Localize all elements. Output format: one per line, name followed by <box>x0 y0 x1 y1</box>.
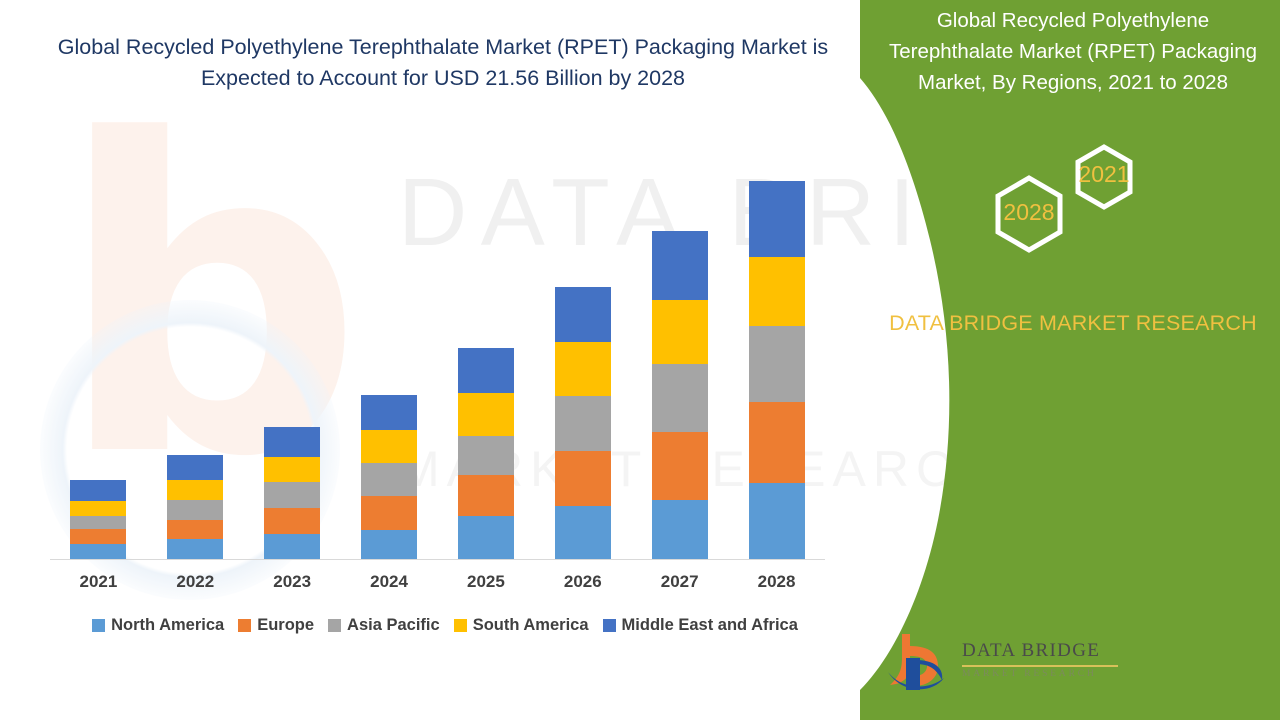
legend-swatch-icon <box>602 619 616 632</box>
bar-segment <box>264 507 321 535</box>
bar-segment <box>748 401 805 483</box>
legend-item-europe[interactable]: Europe <box>238 616 314 635</box>
hexagon-2021-label: 2021 <box>1078 161 1129 187</box>
chart-panel: Global Recycled Polyethylene Terephthala… <box>50 35 840 635</box>
bar-segment <box>651 231 708 301</box>
x-axis-line <box>50 559 825 560</box>
bar-segment <box>167 539 224 559</box>
bar-segment <box>361 462 418 496</box>
hexagon-2028 <box>995 175 1063 253</box>
x-axis-label-2022: 2022 <box>176 572 215 591</box>
data-bridge-logo: DATA BRIDGE MARKET RESEARCH <box>886 628 1118 700</box>
x-axis-label-2021: 2021 <box>79 572 118 591</box>
bar-column-2025 <box>457 348 514 559</box>
logo-mark <box>888 634 944 690</box>
bar-segment <box>167 519 224 540</box>
bar-segment <box>748 482 805 559</box>
bar-column-2024 <box>361 395 418 559</box>
x-axis-label-2025: 2025 <box>467 572 505 591</box>
legend-swatch-icon <box>328 619 342 632</box>
bar-segment <box>70 479 127 501</box>
bar-segment <box>361 529 418 559</box>
bar-column-2022 <box>167 454 224 559</box>
legend-item-south-america[interactable]: South America <box>453 616 589 635</box>
bar-segment <box>361 395 418 431</box>
bar-segment <box>554 506 611 559</box>
bar-segment <box>651 500 708 559</box>
legend-label: Asia Pacific <box>347 616 440 634</box>
bar-segment <box>554 342 611 396</box>
x-axis-label-2026: 2026 <box>563 572 602 591</box>
chart-legend: North America Europe Asia Pacific South Ame… <box>50 616 840 635</box>
brand-name: DATA BRIDGE MARKET RESEARCH <box>889 311 1257 335</box>
bar-segment <box>554 395 611 451</box>
legend-label: Europe <box>257 616 315 634</box>
bar-segment <box>70 516 127 530</box>
legend-item-north-america[interactable]: North America <box>92 616 224 635</box>
bar-segment <box>748 325 805 402</box>
bar-segment <box>264 456 321 483</box>
bar-segment <box>457 348 514 394</box>
branding-panel: Global Recycled Polyethylene Terephthala… <box>860 0 1280 720</box>
bar-segment <box>457 436 514 476</box>
bar-segment <box>264 482 321 508</box>
bar-segment <box>554 286 611 343</box>
logo-divider <box>962 665 1118 667</box>
bar-segment <box>748 256 805 326</box>
bar-column-2021 <box>70 479 127 559</box>
bar-column-2026 <box>554 286 611 559</box>
legend-label: South America <box>472 616 589 634</box>
bar-segment <box>457 475 514 517</box>
x-axis-label-2027: 2027 <box>660 572 699 591</box>
bar-segment <box>651 431 708 501</box>
hexagon-2028-label: 2028 <box>1003 199 1054 225</box>
bar-column-2027 <box>651 231 708 559</box>
bar-segment <box>70 544 127 559</box>
bar-segment <box>70 529 127 545</box>
page-title: Global Recycled Polyethylene Terephthala… <box>57 35 829 91</box>
legend-item-asia-pacific[interactable]: Asia Pacific <box>328 616 440 635</box>
logo-subtitle: MARKET RESEARCH <box>962 668 1097 679</box>
legend-item-middle-east-and-africa[interactable]: Middle East and Africa <box>602 616 798 635</box>
chart-plot-area <box>50 150 825 560</box>
panel-title: Global Recycled Polyethylene Terephthala… <box>888 9 1258 94</box>
bar-segment <box>457 393 514 437</box>
bar-segment <box>651 364 708 432</box>
x-axis-label-2023: 2023 <box>273 572 312 591</box>
x-axis-label-2024: 2024 <box>370 572 408 591</box>
legend-swatch-icon <box>453 619 467 632</box>
bar-segment <box>264 427 321 457</box>
logo-title: DATA BRIDGE <box>962 640 1101 661</box>
bar-segment <box>457 516 514 559</box>
legend-swatch-icon <box>92 619 106 632</box>
bar-segment <box>651 300 708 365</box>
green-background-shape <box>860 0 1280 720</box>
hexagon-badges: 2028 2021 <box>995 144 1133 253</box>
bar-segment <box>264 534 321 559</box>
x-axis-labels: 2021 2022 2023 2024 2025 2026 2027 2028 <box>50 572 825 598</box>
legend-swatch-icon <box>238 619 252 632</box>
bar-segment <box>167 454 224 481</box>
bar-segment <box>70 500 127 517</box>
bar-segment <box>554 450 611 507</box>
bar-segment <box>167 500 224 520</box>
bar-column-2023 <box>264 427 321 559</box>
legend-label: North America <box>111 616 225 634</box>
hexagon-2021 <box>1075 144 1133 210</box>
bar-segment <box>361 495 418 530</box>
x-axis-label-2028: 2028 <box>757 572 796 591</box>
bar-segment <box>361 430 418 463</box>
bar-segment <box>167 480 224 501</box>
bar-column-2028 <box>748 180 805 559</box>
bar-segment <box>748 180 805 257</box>
legend-label: Middle East and Africa <box>621 616 798 634</box>
